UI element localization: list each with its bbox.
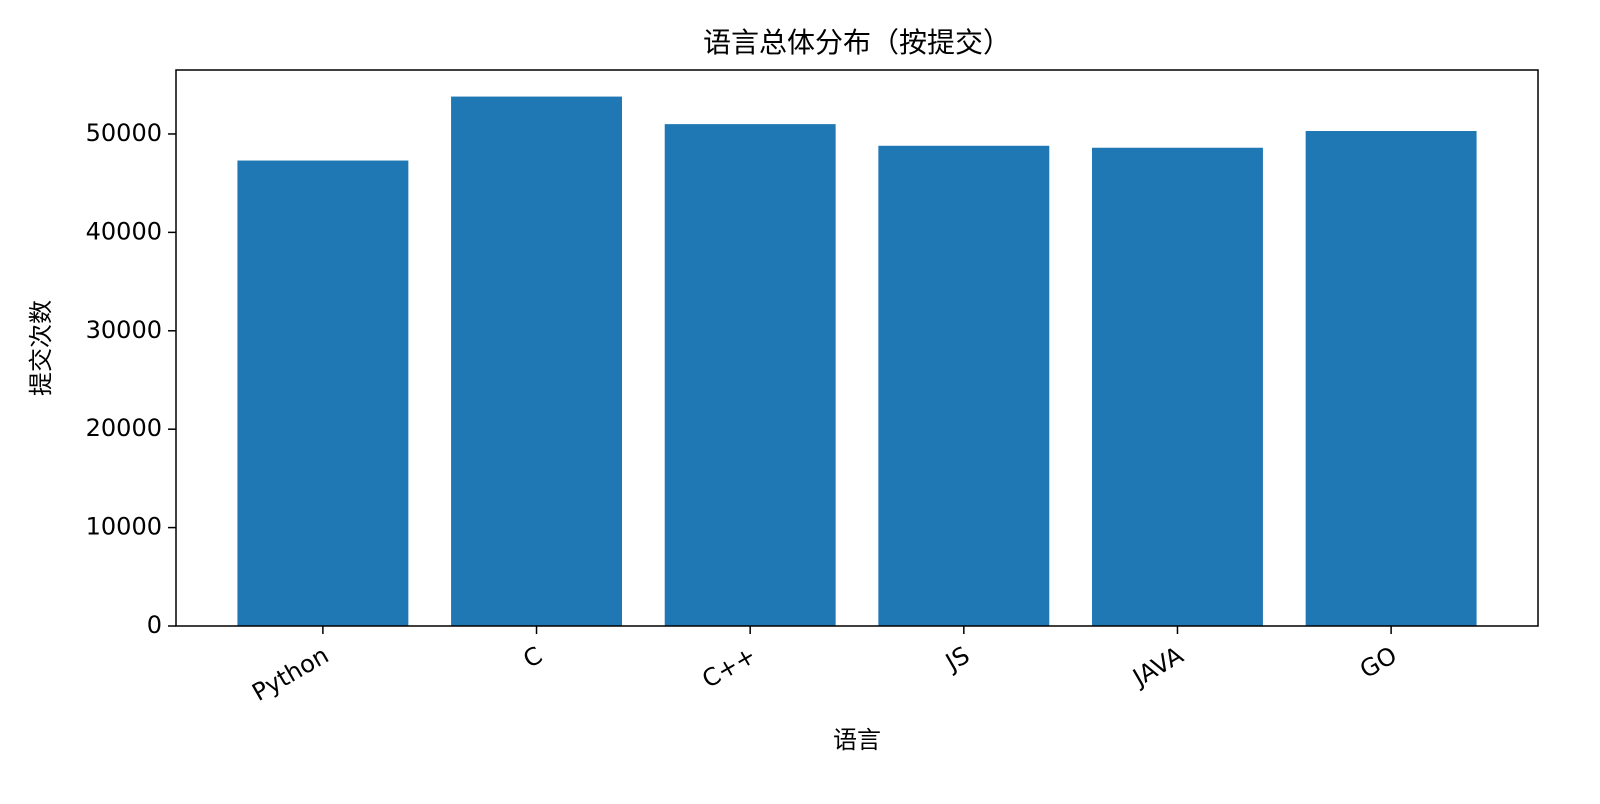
y-tick-label: 0 [147,611,162,639]
x-tick-label: GO [1355,641,1401,684]
y-tick-label: 40000 [86,217,162,245]
bar [878,145,1050,627]
y-tick-label: 10000 [86,513,162,541]
y-tick-label: 50000 [86,119,162,147]
x-tick-label: C++ [697,641,760,694]
bar [451,96,622,627]
bar [1092,147,1263,627]
bar [237,160,409,626]
plot-frame [175,69,1539,627]
x-axis-label: 语言 [833,726,881,754]
y-tick-label: 20000 [86,414,162,442]
bar [664,124,836,626]
x-tick-label: Python [247,641,333,707]
chart-title: 语言总体分布（按提交） [703,26,1011,59]
x-tick-label: JS [939,641,974,677]
x-tick-label: C [519,641,548,674]
y-axis-label: 提交次数 [27,300,55,396]
x-tick-label: JAVA [1126,641,1188,693]
y-tick-label: 30000 [86,316,162,344]
bar [1305,131,1477,626]
